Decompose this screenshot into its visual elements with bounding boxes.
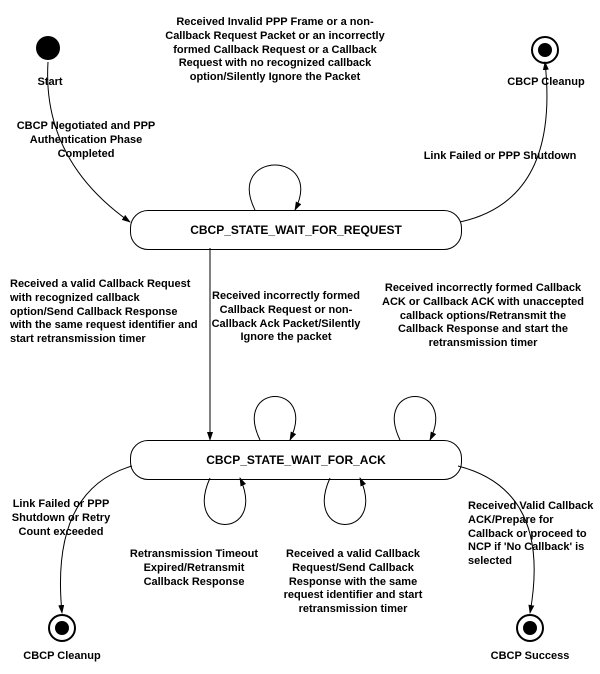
state-wait-for-ack-label: CBCP_STATE_WAIT_FOR_ACK xyxy=(206,453,386,467)
start-node xyxy=(36,36,60,60)
edge-ack-self-top2-label: Received incorrectly formed Callback ACK… xyxy=(376,282,590,351)
edge-ack-to-success-label: Received Valid Callback ACK/Prepare for … xyxy=(468,500,596,569)
end-node-cleanup-bottom xyxy=(48,614,76,642)
end-node-cleanup-top xyxy=(531,36,559,64)
edge-request-to-ack-label: Received a valid Callback Request with r… xyxy=(10,278,200,347)
edge-start-to-request-label: CBCP Negotiated and PPP Authentication P… xyxy=(6,120,166,161)
edge-request-to-cleanup-label: Link Failed or PPP Shutdown xyxy=(410,150,590,164)
edge-request-self-label: Received Invalid PPP Frame or a non-Call… xyxy=(155,16,395,85)
end-node-success xyxy=(516,614,544,642)
edge-ack-self-top1-label: Received incorrectly formed Callback Req… xyxy=(206,290,366,345)
edge-ack-self-bot1-label: Retransmission Timeout Expired/Retransmi… xyxy=(124,548,264,589)
success-label: CBCP Success xyxy=(484,650,576,664)
start-label: Start xyxy=(30,76,70,90)
state-wait-for-request: CBCP_STATE_WAIT_FOR_REQUEST xyxy=(130,210,462,250)
cleanup-top-label: CBCP Cleanup xyxy=(500,76,592,90)
state-wait-for-request-label: CBCP_STATE_WAIT_FOR_REQUEST xyxy=(190,223,402,237)
state-wait-for-ack: CBCP_STATE_WAIT_FOR_ACK xyxy=(130,440,462,480)
edge-ack-to-cleanup-label: Link Failed or PPP Shutdown or Retry Cou… xyxy=(6,498,116,539)
cleanup-bottom-label: CBCP Cleanup xyxy=(16,650,108,664)
edge-ack-self-bot2-label: Received a valid Callback Request/Send C… xyxy=(268,548,438,617)
